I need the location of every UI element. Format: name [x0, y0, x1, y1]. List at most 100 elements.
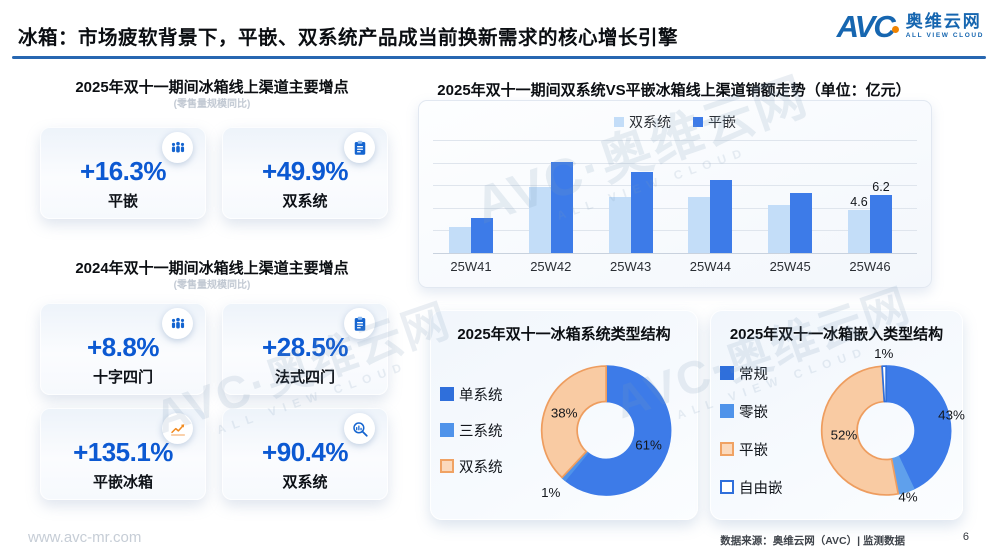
bar-value-label: 4.6: [850, 194, 868, 209]
bar-平嵌-25W42: [550, 161, 573, 253]
stat-label: 平嵌: [107, 193, 138, 210]
stat-label: 十字四门: [92, 369, 153, 386]
legend-swatch: [440, 387, 454, 401]
x-tick-label: 25W45: [769, 259, 811, 274]
stat-value: +28.5%: [262, 332, 348, 362]
bar-chart-panel: 双系统 平嵌 4.6 6.2 25W41 25W42 25W43 25W44 25W45 25…: [418, 100, 932, 288]
pie-slice-双系统: [540, 364, 608, 478]
pie-slice-平嵌: [820, 364, 900, 496]
legend-item-双系统: 双系统: [440, 456, 526, 477]
x-tick-label: 25W41: [450, 259, 492, 274]
pie-label: 38%: [551, 405, 578, 420]
bar-平嵌-25W46: [869, 194, 892, 253]
bar-chart-legend: 双系统 平嵌: [419, 112, 931, 132]
stat-card: +135.1% 平嵌冰箱: [40, 408, 206, 500]
bar-chart-plot: 4.6 6.2: [433, 140, 917, 254]
bar-group-25W43: [608, 172, 654, 253]
pie-label: 1%: [541, 484, 560, 499]
stat-value: +135.1%: [73, 437, 173, 467]
bar-双系统-25W46: [847, 209, 870, 253]
footer-page-number: 6: [962, 531, 969, 543]
pie-embed-title: 2025年双十一冰箱嵌入类型结构: [729, 326, 944, 343]
bar-平嵌-25W44: [710, 179, 733, 253]
bar-group-25W46: 4.6 6.2: [847, 180, 893, 253]
section-2025-title: 2025年双十一期间冰箱线上渠道主要增点: [75, 79, 349, 96]
bar-平嵌-25W45: [790, 192, 813, 253]
x-tick-label: 25W43: [609, 259, 652, 274]
stat-card: +28.5% 法式四门: [222, 303, 388, 395]
legend-item-双系统: 双系统: [614, 112, 671, 132]
legend-item-平嵌: 平嵌: [693, 112, 736, 132]
pie-embed-legend: 常规 零嵌 平嵌 自由嵌: [720, 363, 806, 498]
stat-label: 法式四门: [274, 369, 335, 386]
pie-label: 52%: [831, 427, 858, 442]
legend-item-三系统: 三系统: [440, 420, 526, 441]
pie-system-title: 2025年双十一冰箱系统类型结构: [457, 326, 671, 343]
legend-swatch: [720, 404, 734, 418]
stat-label: 双系统: [282, 474, 328, 491]
avc-logo: AVC 奥维云网 ALL VIEW CLOUD: [837, 11, 984, 42]
pie-slice-单系统: [564, 364, 672, 496]
section-2024-subtitle: (零售量规模同比): [173, 280, 251, 291]
stat-card: +8.8% 十字四门: [40, 303, 206, 395]
x-tick-label: 25W42: [530, 259, 572, 274]
avc-logo-cn-name: 奥维云网: [905, 12, 982, 32]
footer-website-link[interactable]: www.avc-mr.com: [28, 529, 142, 546]
header-divider: [12, 56, 986, 59]
x-tick-label: 25W46: [849, 259, 891, 274]
legend-swatch: [440, 423, 454, 437]
people-group-icon: [162, 132, 193, 163]
people-group-icon: [162, 308, 193, 339]
stat-label: 双系统: [282, 193, 328, 210]
pie-label: 61%: [635, 437, 662, 452]
gridline: [433, 207, 917, 209]
line-chart-icon: [162, 413, 193, 444]
pie-panel-system-type: 2025年双十一冰箱系统类型结构 单系统三系统双系统 61% 1% 38%: [430, 310, 698, 520]
bar-group-25W41: [448, 218, 494, 253]
clipboard-icon: [344, 308, 375, 339]
stat-value: +8.8%: [87, 332, 159, 362]
stat-value: +16.3%: [80, 156, 166, 186]
pie-label: 4%: [898, 489, 917, 504]
pie-embed-donut: 43% 4% 52% 1%: [820, 348, 965, 504]
legend-swatch: [440, 459, 454, 473]
legend-swatch: [614, 117, 624, 127]
clipboard-icon: [344, 132, 375, 163]
bar-chart-x-axis: 25W41 25W42 25W43 25W44 25W45 25W46: [433, 259, 917, 274]
section-2024-cards: +8.8% 十字四门 +28.5% 法式四门 +135.1% 平嵌冰箱 +90.…: [40, 303, 388, 500]
legend-item-零嵌: 零嵌: [720, 401, 806, 422]
stat-value: +90.4%: [262, 437, 348, 467]
legend-item-自由嵌: 自由嵌: [720, 477, 806, 498]
legend-swatch: [720, 366, 734, 380]
legend-swatch: [720, 442, 734, 456]
stat-card: +49.9% 双系统: [222, 127, 388, 219]
legend-swatch: [693, 117, 703, 127]
stat-label: 平嵌冰箱: [92, 474, 153, 491]
section-2025-subtitle: (零售量规模同比): [173, 99, 251, 110]
bar-group-25W45: [767, 192, 813, 253]
footer-data-source: 数据来源：奥维云网（AVC）| 监测数据: [720, 535, 905, 547]
avc-logo-en-name: ALL VIEW CLOUD: [905, 32, 984, 40]
section-2025-cards: +16.3% 平嵌 +49.9% 双系统: [40, 127, 388, 219]
pie-label: 1%: [874, 348, 893, 361]
legend-item-常规: 常规: [720, 363, 806, 384]
bar-group-25W42: [528, 161, 574, 253]
pie-system-legend: 单系统 三系统 双系统: [440, 384, 526, 477]
gridline: [433, 185, 917, 187]
gridline: [433, 230, 917, 232]
page-title: 冰箱：市场疲软背景下，平嵌、双系统产品成当前换新需求的核心增长引擎: [18, 27, 679, 49]
avc-logo-orange-dot-icon: [891, 26, 899, 33]
legend-item-平嵌: 平嵌: [720, 439, 806, 460]
pie-system-donut: 61% 1% 38%: [540, 364, 672, 499]
gridline: [433, 162, 917, 164]
legend-swatch: [720, 480, 734, 494]
bar-双系统-25W44: [688, 197, 711, 253]
bar-双系统-25W42: [528, 187, 551, 253]
pie-slice-自由嵌: [881, 364, 888, 402]
stat-value: +49.9%: [262, 156, 348, 186]
pie-label: 43%: [938, 407, 965, 422]
stat-card: +90.4% 双系统: [222, 408, 388, 500]
legend-item-单系统: 单系统: [440, 384, 526, 405]
bar-双系统-25W43: [608, 196, 631, 253]
